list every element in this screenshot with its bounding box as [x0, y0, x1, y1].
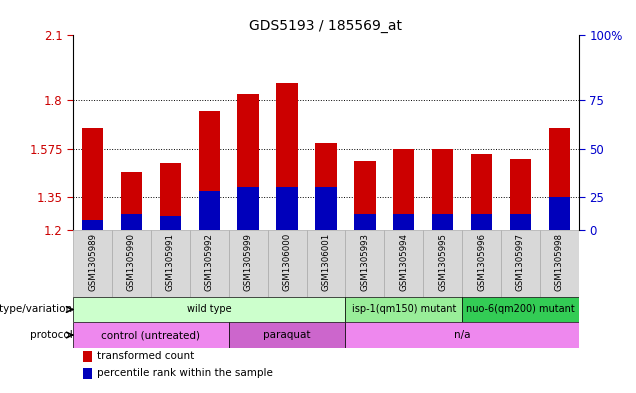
- Text: n/a: n/a: [454, 330, 471, 340]
- Bar: [393, 214, 415, 230]
- Bar: [229, 230, 268, 297]
- Bar: [509, 214, 531, 230]
- Bar: [82, 128, 103, 230]
- Text: GSM1305999: GSM1305999: [244, 233, 252, 291]
- Text: GSM1305990: GSM1305990: [127, 233, 136, 291]
- Bar: [82, 220, 103, 230]
- Bar: [354, 161, 375, 230]
- Bar: [462, 230, 501, 297]
- Bar: [354, 214, 375, 230]
- Text: GSM1306001: GSM1306001: [321, 233, 331, 292]
- Text: protocol: protocol: [30, 330, 73, 340]
- Bar: [268, 230, 307, 297]
- Bar: [73, 230, 112, 297]
- Bar: [501, 230, 540, 297]
- Text: percentile rank within the sample: percentile rank within the sample: [97, 368, 273, 378]
- Bar: [229, 322, 345, 348]
- Text: GSM1305989: GSM1305989: [88, 233, 97, 291]
- Bar: [471, 154, 492, 230]
- Bar: [432, 214, 453, 230]
- Text: GSM1305994: GSM1305994: [399, 233, 408, 291]
- Text: GSM1305992: GSM1305992: [205, 233, 214, 291]
- Bar: [423, 230, 462, 297]
- Bar: [549, 197, 570, 230]
- Bar: [198, 111, 220, 230]
- Bar: [160, 216, 181, 230]
- Text: GSM1305997: GSM1305997: [516, 233, 525, 291]
- Bar: [540, 230, 579, 297]
- Bar: [315, 143, 336, 230]
- Text: GSM1305995: GSM1305995: [438, 233, 447, 291]
- Bar: [393, 149, 415, 230]
- Bar: [121, 171, 142, 230]
- Text: wild type: wild type: [187, 305, 232, 314]
- Text: GSM1305991: GSM1305991: [166, 233, 175, 291]
- Bar: [307, 230, 345, 297]
- Text: GSM1305998: GSM1305998: [555, 233, 563, 291]
- Bar: [345, 297, 462, 322]
- Bar: [83, 368, 92, 378]
- Text: GSM1305993: GSM1305993: [361, 233, 370, 291]
- Bar: [462, 297, 579, 322]
- Bar: [190, 230, 229, 297]
- Bar: [471, 214, 492, 230]
- Text: GSM1306000: GSM1306000: [282, 233, 291, 292]
- Bar: [549, 128, 570, 230]
- Text: paraquat: paraquat: [263, 330, 311, 340]
- Bar: [509, 158, 531, 230]
- Text: control (untreated): control (untreated): [101, 330, 200, 340]
- Bar: [345, 230, 384, 297]
- Text: nuo-6(qm200) mutant: nuo-6(qm200) mutant: [466, 305, 575, 314]
- Bar: [198, 191, 220, 230]
- Bar: [73, 297, 345, 322]
- Text: transformed count: transformed count: [97, 351, 195, 362]
- Bar: [277, 187, 298, 230]
- Bar: [121, 214, 142, 230]
- Text: GSM1305996: GSM1305996: [477, 233, 486, 291]
- Bar: [315, 187, 336, 230]
- Bar: [384, 230, 423, 297]
- Bar: [345, 322, 579, 348]
- Bar: [112, 230, 151, 297]
- Bar: [237, 94, 259, 230]
- Bar: [432, 149, 453, 230]
- Bar: [237, 187, 259, 230]
- Bar: [83, 351, 92, 362]
- Bar: [160, 163, 181, 230]
- Text: genotype/variation: genotype/variation: [0, 305, 73, 314]
- Text: isp-1(qm150) mutant: isp-1(qm150) mutant: [352, 305, 456, 314]
- Bar: [151, 230, 190, 297]
- Bar: [73, 322, 229, 348]
- Title: GDS5193 / 185569_at: GDS5193 / 185569_at: [249, 19, 403, 33]
- Bar: [277, 83, 298, 230]
